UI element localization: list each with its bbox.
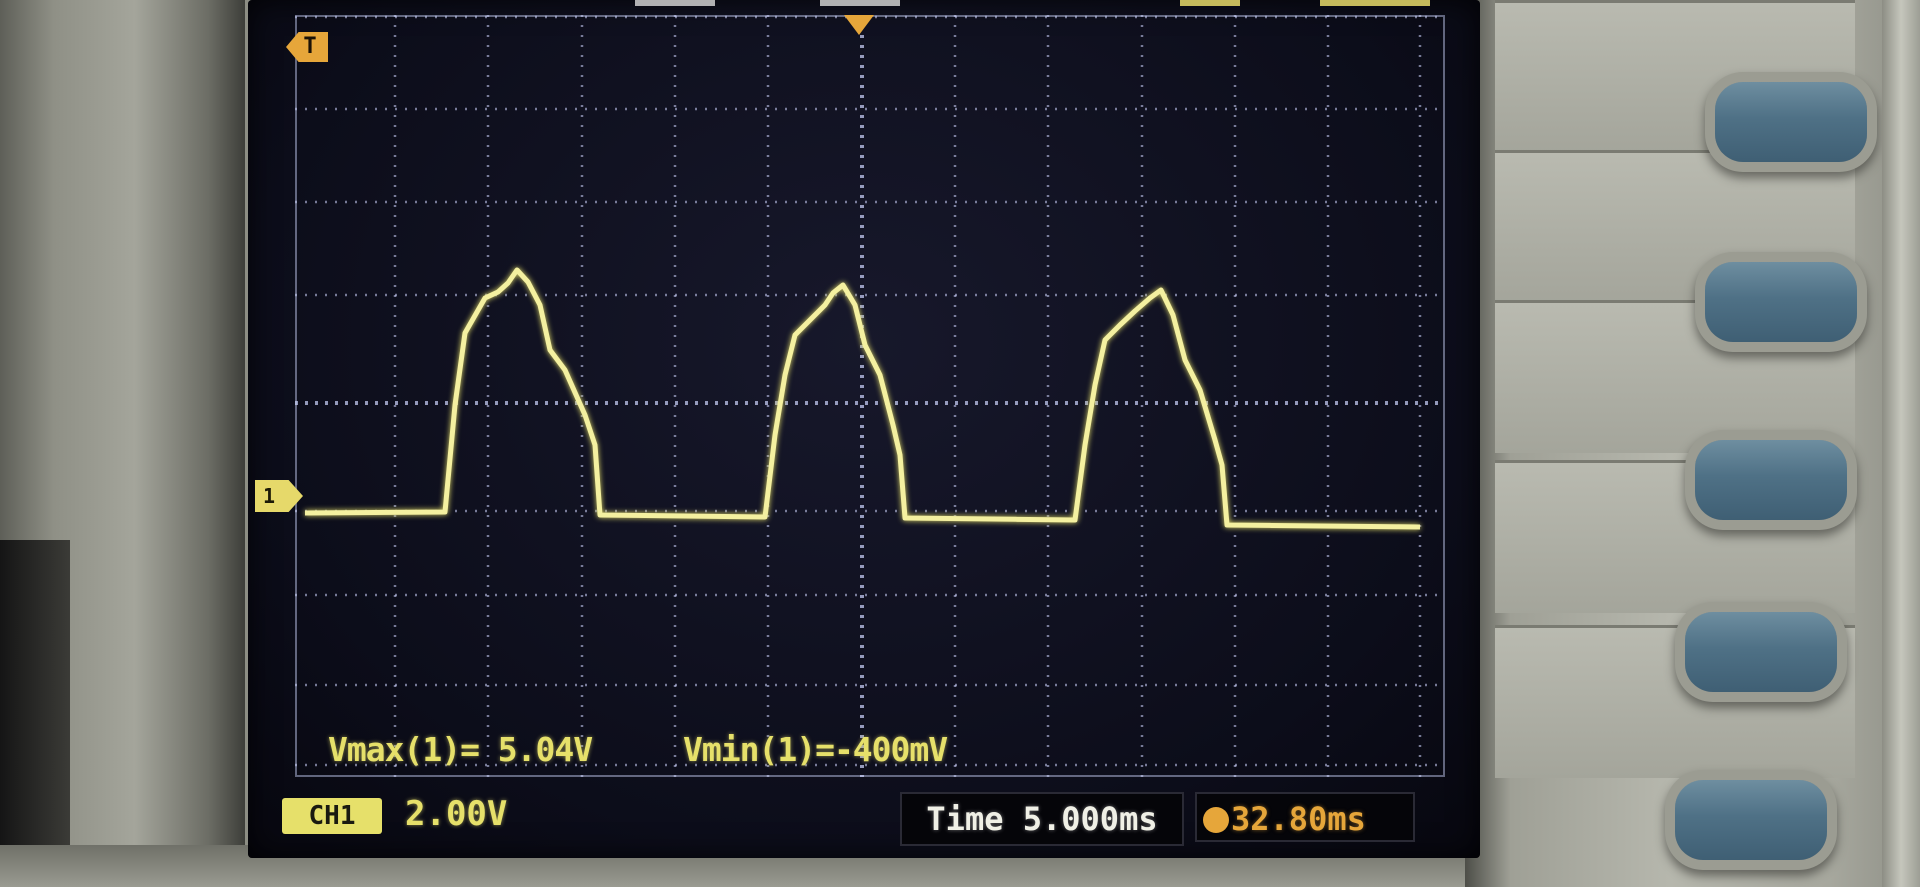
softkey-1-button[interactable] (1715, 82, 1867, 162)
graticule-center-axes (295, 15, 1445, 777)
status-bar: CH1 2.00V Time 5.000ms 32.80ms (270, 790, 1440, 850)
trigger-offset-value: 32.80ms (1231, 800, 1366, 838)
graticule (295, 15, 1445, 777)
channel-1-trace (304, 267, 1421, 530)
vmin-measurement: Vmin(1)=-400mV (683, 730, 948, 769)
vmax-measurement: Vmax(1)= 5.04V (328, 730, 593, 769)
timebase-readout[interactable]: Time 5.000ms (900, 792, 1184, 846)
softkey-panel (1465, 0, 1920, 887)
softkey-4-button[interactable] (1685, 612, 1837, 692)
channel-scale: 2.00V (405, 794, 508, 834)
graticule-border (295, 15, 1445, 777)
status-indicator (1180, 0, 1240, 6)
waveform-display (295, 15, 1445, 777)
softkey-3-button[interactable] (1695, 440, 1847, 520)
panel-edge (1882, 0, 1920, 887)
channel-1-badge[interactable]: CH1 (282, 798, 382, 834)
status-indicator (820, 0, 900, 6)
trigger-offset-icon (1203, 807, 1229, 833)
trigger-offset-readout[interactable]: 32.80ms (1195, 792, 1415, 842)
status-indicator (635, 0, 715, 6)
softkey-5-button[interactable] (1675, 780, 1827, 860)
softkey-2-button[interactable] (1705, 262, 1857, 342)
status-indicator (1320, 0, 1430, 6)
bezel-shadow (0, 540, 70, 887)
oscilloscope-bezel-left (0, 0, 245, 887)
